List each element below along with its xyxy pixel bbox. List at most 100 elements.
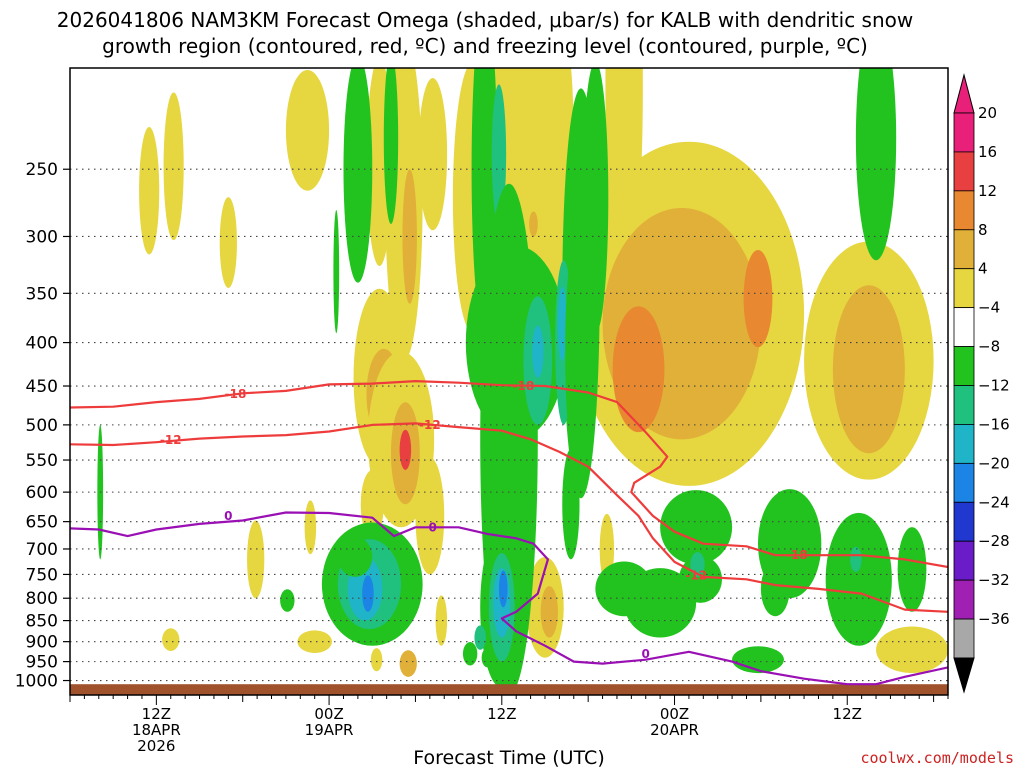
x-axis-label: Forecast Time (UTC) [413, 747, 604, 768]
omega-region-7 [418, 78, 448, 231]
omega-region-28 [162, 628, 180, 651]
freezing-level-line [70, 511, 948, 686]
colorbar-bin-1 [953, 151, 975, 192]
omega-region-33 [540, 586, 558, 638]
colorbar-tick-4: 4 [978, 260, 988, 278]
omega-region-14 [612, 306, 665, 433]
xtick-label-36-0: 12Z [487, 705, 516, 723]
colorbar-bin-12 [953, 579, 975, 620]
isotherm-0-label-0: -18 [225, 387, 247, 401]
colorbar-tick-7: −12 [978, 377, 1010, 395]
colorbar-tick-2: 12 [978, 182, 997, 200]
freezing-level-label-2: 0 [642, 647, 650, 661]
colorbar-bin-3 [953, 229, 975, 270]
colorbar-bin-2 [953, 190, 975, 231]
omega-region-2 [219, 197, 237, 289]
omega-region-40 [491, 84, 507, 224]
ytick-label-800: 800 [26, 589, 58, 609]
omega-region-50 [562, 449, 580, 560]
ytick-label-450: 450 [26, 377, 58, 397]
isotherm-contours: -18 -18 -18 -12 -12 -12 0 0 0 [70, 379, 948, 686]
omega-shading [97, 68, 948, 695]
ytick-label-550: 550 [26, 451, 58, 471]
terrain-band [70, 684, 948, 695]
omega-region-29 [435, 595, 448, 646]
omega-region-48 [582, 68, 609, 334]
omega-colorbar: 20 16 12 8 4 −4 −8 −12 −16 −20 −24 −28 −32 −36 [953, 73, 1010, 694]
ytick-label-500: 500 [26, 416, 58, 436]
omega-region-26 [304, 500, 317, 555]
omega-region-24 [415, 457, 445, 575]
colorbar-bin-8 [953, 424, 975, 464]
omega-region-30 [370, 648, 383, 672]
isotherm-1-label-0: -12 [160, 433, 182, 447]
ytick-label-600: 600 [26, 483, 58, 503]
omega-region-63 [280, 589, 295, 612]
plot-frame [69, 67, 949, 696]
xtick-label-60-0: 12Z [833, 705, 862, 723]
omega-region-0 [139, 126, 160, 255]
ytick-label-700: 700 [26, 540, 58, 560]
isotherm-1-label-2: -12 [685, 568, 707, 582]
colorbar-tick-9: −20 [978, 454, 1010, 472]
omega-region-56 [474, 625, 486, 650]
ytick-label-850: 850 [26, 612, 58, 632]
omega-region-68 [678, 555, 723, 603]
omega-region-73 [850, 546, 862, 572]
omega-region-22 [399, 429, 412, 470]
omega-region-3 [285, 70, 330, 191]
freezing-level-label-0: 0 [224, 509, 232, 523]
colorbar-bin-10 [953, 501, 975, 542]
colorbar-tick-12: −32 [978, 571, 1010, 589]
ytick-label-400: 400 [26, 334, 58, 354]
xtick-label-24-0: 00Z [314, 705, 343, 723]
omega-region-47 [557, 286, 567, 361]
colorbar-tick-0: 20 [978, 104, 997, 122]
colorbar-tick-10: −24 [978, 493, 1010, 511]
colorbar-top-arrow [953, 73, 975, 114]
xtick-label-12-1: 18APR [132, 721, 181, 739]
omega-region-76 [855, 68, 897, 261]
isotherm-0-line [70, 380, 948, 569]
omega-region-36 [333, 210, 340, 334]
colorbar-bin-7 [953, 385, 975, 425]
isotherm-1-line [70, 422, 948, 613]
colorbar-tick-6: −8 [978, 338, 1000, 356]
chart-title-line-2: growth region (contoured, red, ºC) and f… [102, 34, 868, 58]
colorbar-tick-5: −4 [978, 299, 1000, 317]
pressure-axis: 2503003504004505005506006507007508008509… [15, 160, 70, 692]
omega-region-62 [337, 536, 373, 577]
ytick-label-900: 900 [26, 633, 58, 653]
omega-region-74 [897, 527, 927, 612]
isotherm-0-label-2: -18 [786, 548, 808, 562]
colorbar-tick-11: −28 [978, 532, 1010, 550]
omega-region-17 [832, 285, 905, 454]
omega-region-6 [402, 169, 417, 304]
omega-region-61 [362, 575, 374, 612]
colorbar-bin-4 [953, 268, 975, 309]
omega-region-65 [660, 490, 733, 565]
colorbar-bottom-arrow [953, 657, 975, 694]
omega-region-15 [743, 249, 773, 348]
omega-region-37 [343, 68, 373, 283]
omega-region-27 [297, 630, 332, 653]
ytick-label-250: 250 [26, 160, 58, 180]
omega-region-55 [462, 642, 478, 666]
omega-region-1 [163, 92, 184, 241]
colorbar-bin-13 [953, 618, 975, 659]
terrain-fill [70, 684, 948, 695]
omega-region-67 [595, 561, 653, 617]
colorbar-tick-1: 16 [978, 143, 997, 161]
omega-region-44 [532, 325, 544, 378]
omega-region-71 [760, 561, 790, 617]
credit-text: coolwx.com/models [860, 749, 1014, 767]
omega-region-75 [732, 646, 784, 674]
omega-region-38 [383, 68, 399, 224]
xtick-label-48-1: 20APR [650, 721, 699, 739]
ytick-label-950: 950 [26, 653, 58, 673]
omega-region-35 [876, 626, 948, 674]
ytick-label-1000: 1000 [15, 672, 58, 692]
omega-region-49 [565, 236, 589, 467]
ytick-label-300: 300 [26, 227, 58, 247]
